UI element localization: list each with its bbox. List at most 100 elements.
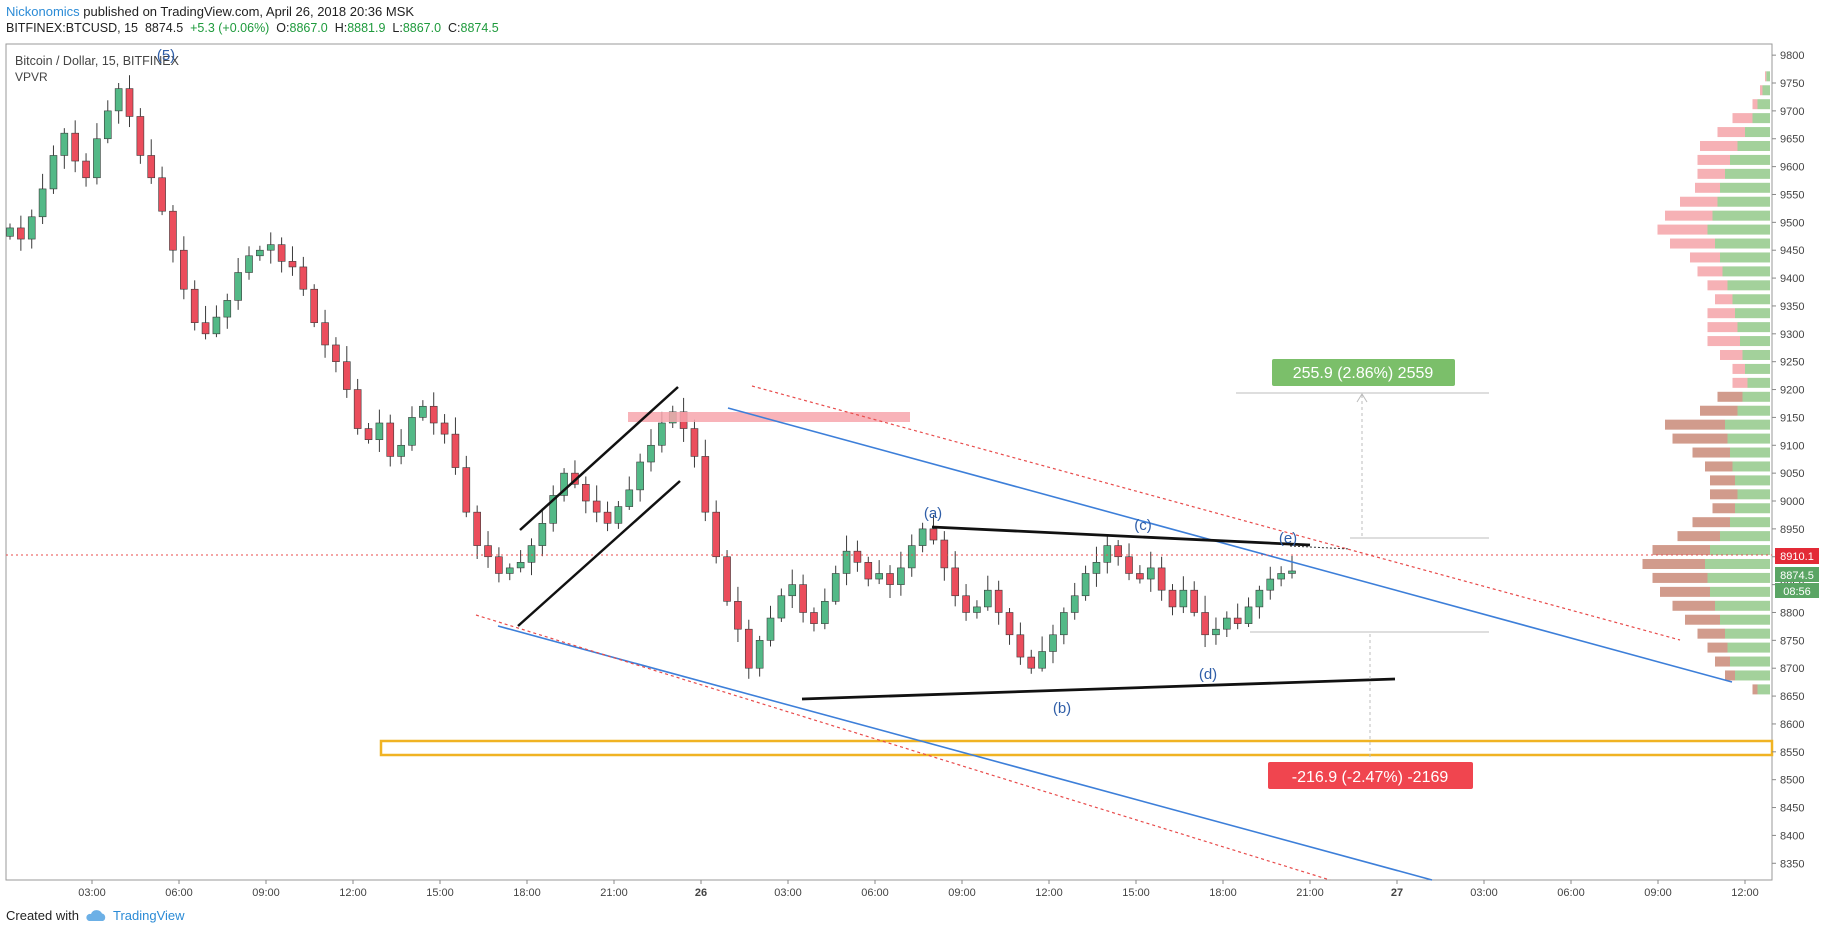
candle <box>1038 636 1046 672</box>
cloud-logo-icon <box>86 909 106 921</box>
candle <box>82 153 90 187</box>
x-tick-label: 18:00 <box>1209 887 1237 899</box>
volume-profile-row <box>1765 71 1770 82</box>
channel-lower-line <box>497 625 1433 881</box>
close-value: 8874.5 <box>460 21 499 35</box>
volume-profile-row <box>1700 405 1770 416</box>
x-tick-label: 06:00 <box>165 887 193 899</box>
candle <box>777 588 786 622</box>
y-tick-label: 8800 <box>1780 607 1804 619</box>
candle <box>136 108 145 164</box>
close-label: C: <box>448 21 461 35</box>
volume-profile-row <box>1657 224 1770 235</box>
candle <box>810 607 818 632</box>
measure-up-label: 255.9 (2.86%) 2559 <box>1293 365 1434 382</box>
candle <box>397 429 405 465</box>
y-tick-label: 8700 <box>1780 663 1804 675</box>
candle <box>734 586 742 643</box>
candle <box>1081 565 1090 601</box>
candle <box>386 414 395 467</box>
candle <box>831 565 840 605</box>
candle <box>38 173 47 225</box>
footer: Created with TradingView <box>6 908 185 923</box>
candle <box>1266 566 1275 600</box>
volume-profile-row <box>1752 99 1770 110</box>
candle <box>1201 595 1209 648</box>
y-tick-label: 9550 <box>1780 189 1804 201</box>
measure-up-badge <box>1272 359 1455 386</box>
candle <box>1157 556 1166 601</box>
tradingview-link[interactable]: TradingView <box>112 908 185 923</box>
price-badge-last <box>1775 567 1819 582</box>
price-change: +5.3 (+0.06%) <box>190 21 270 35</box>
candle <box>60 128 69 169</box>
candle <box>897 551 905 596</box>
time-axis[interactable]: 03:00 06:00 09:00 12:00 15:00 18:00 21:00 26 03:… <box>78 880 1759 899</box>
price-axis[interactable]: 8350 8400 8450 8500 8550 8600 8650 8700 8750 8800… <box>1772 50 1804 870</box>
candle <box>842 535 851 586</box>
x-tick-label: 15:00 <box>1122 887 1150 899</box>
publish-info: published on TradingView.com, April 26, … <box>79 4 415 19</box>
candle <box>180 236 188 300</box>
volume-profile-row <box>1732 113 1770 124</box>
volume-profile-row <box>1707 322 1770 333</box>
volume-profile-row <box>1697 168 1770 179</box>
open-label: O: <box>276 21 290 35</box>
y-tick-label: 8600 <box>1780 719 1804 731</box>
candle <box>549 485 558 532</box>
x-tick-label: 12:00 <box>339 887 367 899</box>
candle <box>299 256 308 296</box>
legend-title[interactable]: Bitcoin / Dollar, 15, BITFINEX <box>15 54 180 68</box>
candle <box>582 476 590 514</box>
triangle-lower-line <box>801 677 1396 701</box>
high-label: H: <box>334 21 348 35</box>
candle <box>332 337 340 373</box>
candle <box>169 205 177 263</box>
candle <box>755 635 764 677</box>
y-tick-label: 9400 <box>1780 273 1804 285</box>
candle <box>701 439 710 522</box>
x-tick-label: 27 <box>1391 887 1403 899</box>
candle <box>288 246 297 276</box>
volume-profile-row <box>1715 656 1770 667</box>
x-tick-label: 03:00 <box>774 887 802 899</box>
volume-profile-row <box>1712 503 1770 514</box>
volume-profile-row <box>1717 127 1770 138</box>
volume-profile-row <box>1642 558 1770 569</box>
candle <box>951 551 960 607</box>
author-link[interactable]: Nickonomics <box>6 4 80 19</box>
candle <box>614 501 623 529</box>
candle <box>994 580 1003 625</box>
volume-profile-row <box>1707 308 1770 319</box>
wave-label-a: (a) <box>924 505 942 522</box>
volume-profile-row <box>1692 517 1770 528</box>
candle <box>495 547 503 583</box>
volume-profile-row <box>1725 670 1770 681</box>
candle <box>49 145 58 194</box>
flag-upper-line <box>519 386 679 531</box>
candle <box>1212 617 1220 645</box>
candle <box>516 550 525 573</box>
volume-profile-row <box>1672 433 1770 444</box>
candle <box>245 246 253 280</box>
candles <box>6 75 1296 679</box>
x-tick-label: 26 <box>695 887 707 899</box>
candle <box>1179 576 1188 614</box>
candle <box>440 414 449 444</box>
y-tick-label: 8450 <box>1780 803 1804 815</box>
volume-profile-row <box>1700 140 1770 151</box>
x-tick-label: 18:00 <box>513 887 541 899</box>
candle <box>125 75 134 128</box>
legend-indicator[interactable]: VPVR <box>15 70 48 84</box>
candle <box>1223 611 1231 638</box>
candle <box>277 237 286 273</box>
y-tick-label: 8400 <box>1780 830 1804 842</box>
x-tick-label: 12:00 <box>1035 887 1063 899</box>
volume-profile-row <box>1732 377 1770 388</box>
x-tick-label: 09:00 <box>252 887 280 899</box>
x-tick-label: 06:00 <box>861 887 889 899</box>
volume-profile-row <box>1710 489 1770 500</box>
x-tick-label: 15:00 <box>426 887 454 899</box>
volume-profile-row <box>1665 210 1770 221</box>
